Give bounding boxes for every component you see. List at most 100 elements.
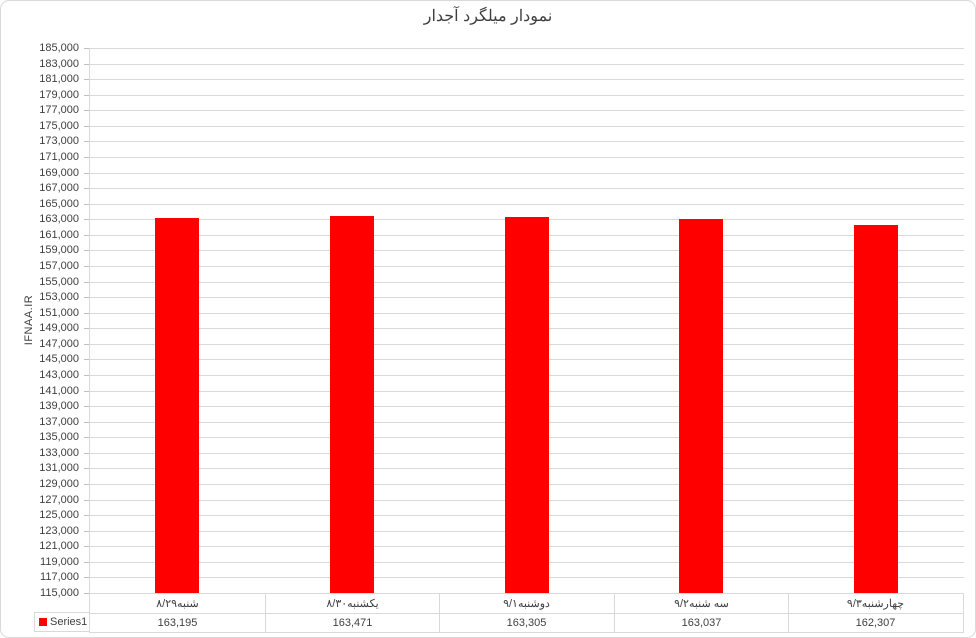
y-axis-tick — [84, 484, 89, 485]
data-table-row-divider — [90, 613, 963, 614]
y-axis-tick — [84, 64, 89, 65]
y-tick-label: 149,000 — [39, 322, 79, 334]
y-axis-tick — [84, 546, 89, 547]
gridline — [90, 48, 964, 49]
gridline — [90, 204, 964, 205]
y-axis-tick — [84, 250, 89, 251]
y-tick-label: 179,000 — [39, 89, 79, 101]
y-axis-tick — [84, 282, 89, 283]
y-tick-label: 143,000 — [39, 369, 79, 381]
data-table-column-divider — [788, 594, 789, 632]
legend-cell: Series1 — [34, 612, 89, 632]
y-tick-label: 155,000 — [39, 276, 79, 288]
y-axis-tick — [84, 453, 89, 454]
y-tick-label: 121,000 — [39, 540, 79, 552]
y-axis-tick — [84, 406, 89, 407]
y-axis-tick — [84, 235, 89, 236]
gridline — [90, 141, 964, 142]
y-tick-label: 131,000 — [39, 462, 79, 474]
y-tick-label: 177,000 — [39, 104, 79, 116]
y-axis-tick — [84, 359, 89, 360]
y-axis-tick — [84, 204, 89, 205]
data-table-column-divider — [439, 594, 440, 632]
y-tick-label: 151,000 — [39, 307, 79, 319]
bar-5 — [854, 225, 898, 593]
y-tick-label: 145,000 — [39, 353, 79, 365]
gridline — [90, 188, 964, 189]
plot-area — [84, 48, 964, 594]
bar-4 — [679, 219, 723, 593]
y-tick-label: 165,000 — [39, 198, 79, 210]
y-axis-tick — [84, 515, 89, 516]
y-axis-tick — [84, 562, 89, 563]
category-cell: یکشنبه۸/۳۰ — [326, 598, 379, 610]
gridline — [90, 110, 964, 111]
y-axis-tick — [84, 437, 89, 438]
bar-1 — [155, 218, 199, 593]
y-axis-tick — [84, 79, 89, 80]
y-axis-tick — [84, 157, 89, 158]
y-axis-tick — [84, 110, 89, 111]
chart-title: نمودار میلگرد آجدار — [423, 8, 553, 25]
y-tick-label: 157,000 — [39, 260, 79, 272]
y-tick-label: 137,000 — [39, 416, 79, 428]
y-tick-label: 117,000 — [40, 571, 79, 583]
y-tick-label: 147,000 — [39, 338, 79, 350]
y-tick-label: 139,000 — [39, 400, 79, 412]
value-cell: 163,305 — [506, 616, 547, 629]
y-axis-tick — [84, 577, 89, 578]
gridline — [90, 64, 964, 65]
y-tick-label: 183,000 — [39, 58, 79, 70]
y-axis-tick — [84, 126, 89, 127]
y-tick-label: 169,000 — [39, 167, 79, 179]
data-table-column-divider — [265, 594, 266, 632]
value-cell: 163,037 — [681, 616, 722, 629]
y-axis-tick — [84, 375, 89, 376]
y-axis-tick — [84, 468, 89, 469]
y-tick-label: 127,000 — [39, 494, 79, 506]
y-tick-label: 175,000 — [39, 120, 79, 132]
category-cell: سه شنبه۹/۲ — [674, 598, 729, 610]
y-axis-tick — [84, 173, 89, 174]
y-axis-tick — [84, 391, 89, 392]
y-axis-tick — [84, 266, 89, 267]
y-axis-tick — [84, 531, 89, 532]
y-axis-tick — [84, 593, 89, 594]
category-cell: دوشنبه۹/۱ — [503, 598, 550, 610]
y-tick-label: 171,000 — [39, 151, 79, 163]
y-tick-label: 129,000 — [39, 478, 79, 490]
y-tick-label: 173,000 — [39, 135, 79, 147]
gridline — [90, 173, 964, 174]
value-cell: 163,471 — [332, 616, 373, 629]
bar-2 — [330, 216, 374, 593]
data-table-column-divider — [614, 594, 615, 632]
y-axis-tick — [84, 95, 89, 96]
y-axis-tick — [84, 313, 89, 314]
y-axis-tick — [84, 219, 89, 220]
y-tick-label: 161,000 — [39, 229, 79, 241]
y-tick-label: 133,000 — [39, 447, 79, 459]
y-axis-tick — [84, 344, 89, 345]
category-cell: چهارشنبه۹/۳ — [846, 598, 905, 610]
y-tick-label: 153,000 — [39, 291, 79, 303]
y-tick-label: 123,000 — [39, 525, 79, 537]
y-axis-tick — [84, 500, 89, 501]
legend-key-icon — [39, 618, 47, 626]
y-tick-label: 119,000 — [40, 556, 79, 568]
y-tick-label: 135,000 — [39, 431, 79, 443]
y-axis-tick — [84, 297, 89, 298]
value-cell: 163,195 — [157, 616, 198, 629]
value-cell: 162,307 — [855, 616, 896, 629]
y-tick-label: 167,000 — [39, 182, 79, 194]
gridline — [90, 79, 964, 80]
y-axis-tick — [84, 141, 89, 142]
bar-3 — [505, 217, 549, 593]
y-tick-label: 159,000 — [39, 244, 79, 256]
y-axis-tick — [84, 422, 89, 423]
y-tick-label: 163,000 — [39, 213, 79, 225]
gridline — [90, 157, 964, 158]
y-tick-label: 115,000 — [40, 587, 79, 599]
gridline — [90, 126, 964, 127]
y-axis-tick — [84, 48, 89, 49]
